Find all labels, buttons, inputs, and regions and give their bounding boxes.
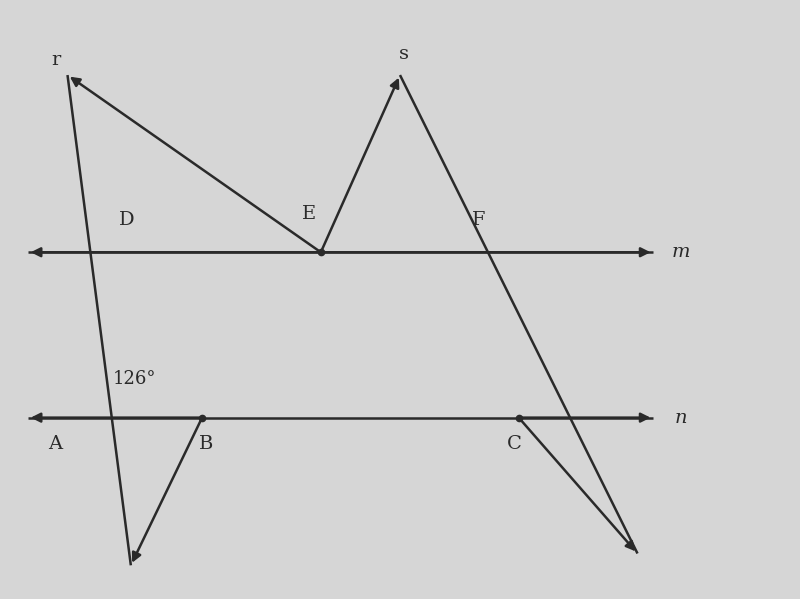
Text: C: C	[507, 435, 522, 453]
Text: D: D	[119, 211, 134, 229]
Text: r: r	[51, 52, 60, 69]
Text: 126°: 126°	[113, 370, 157, 388]
Text: F: F	[473, 211, 486, 229]
Text: A: A	[49, 435, 62, 453]
Text: n: n	[674, 409, 687, 426]
Text: m: m	[672, 243, 690, 261]
Text: B: B	[199, 435, 214, 453]
Text: E: E	[302, 205, 316, 223]
Text: s: s	[399, 46, 409, 63]
